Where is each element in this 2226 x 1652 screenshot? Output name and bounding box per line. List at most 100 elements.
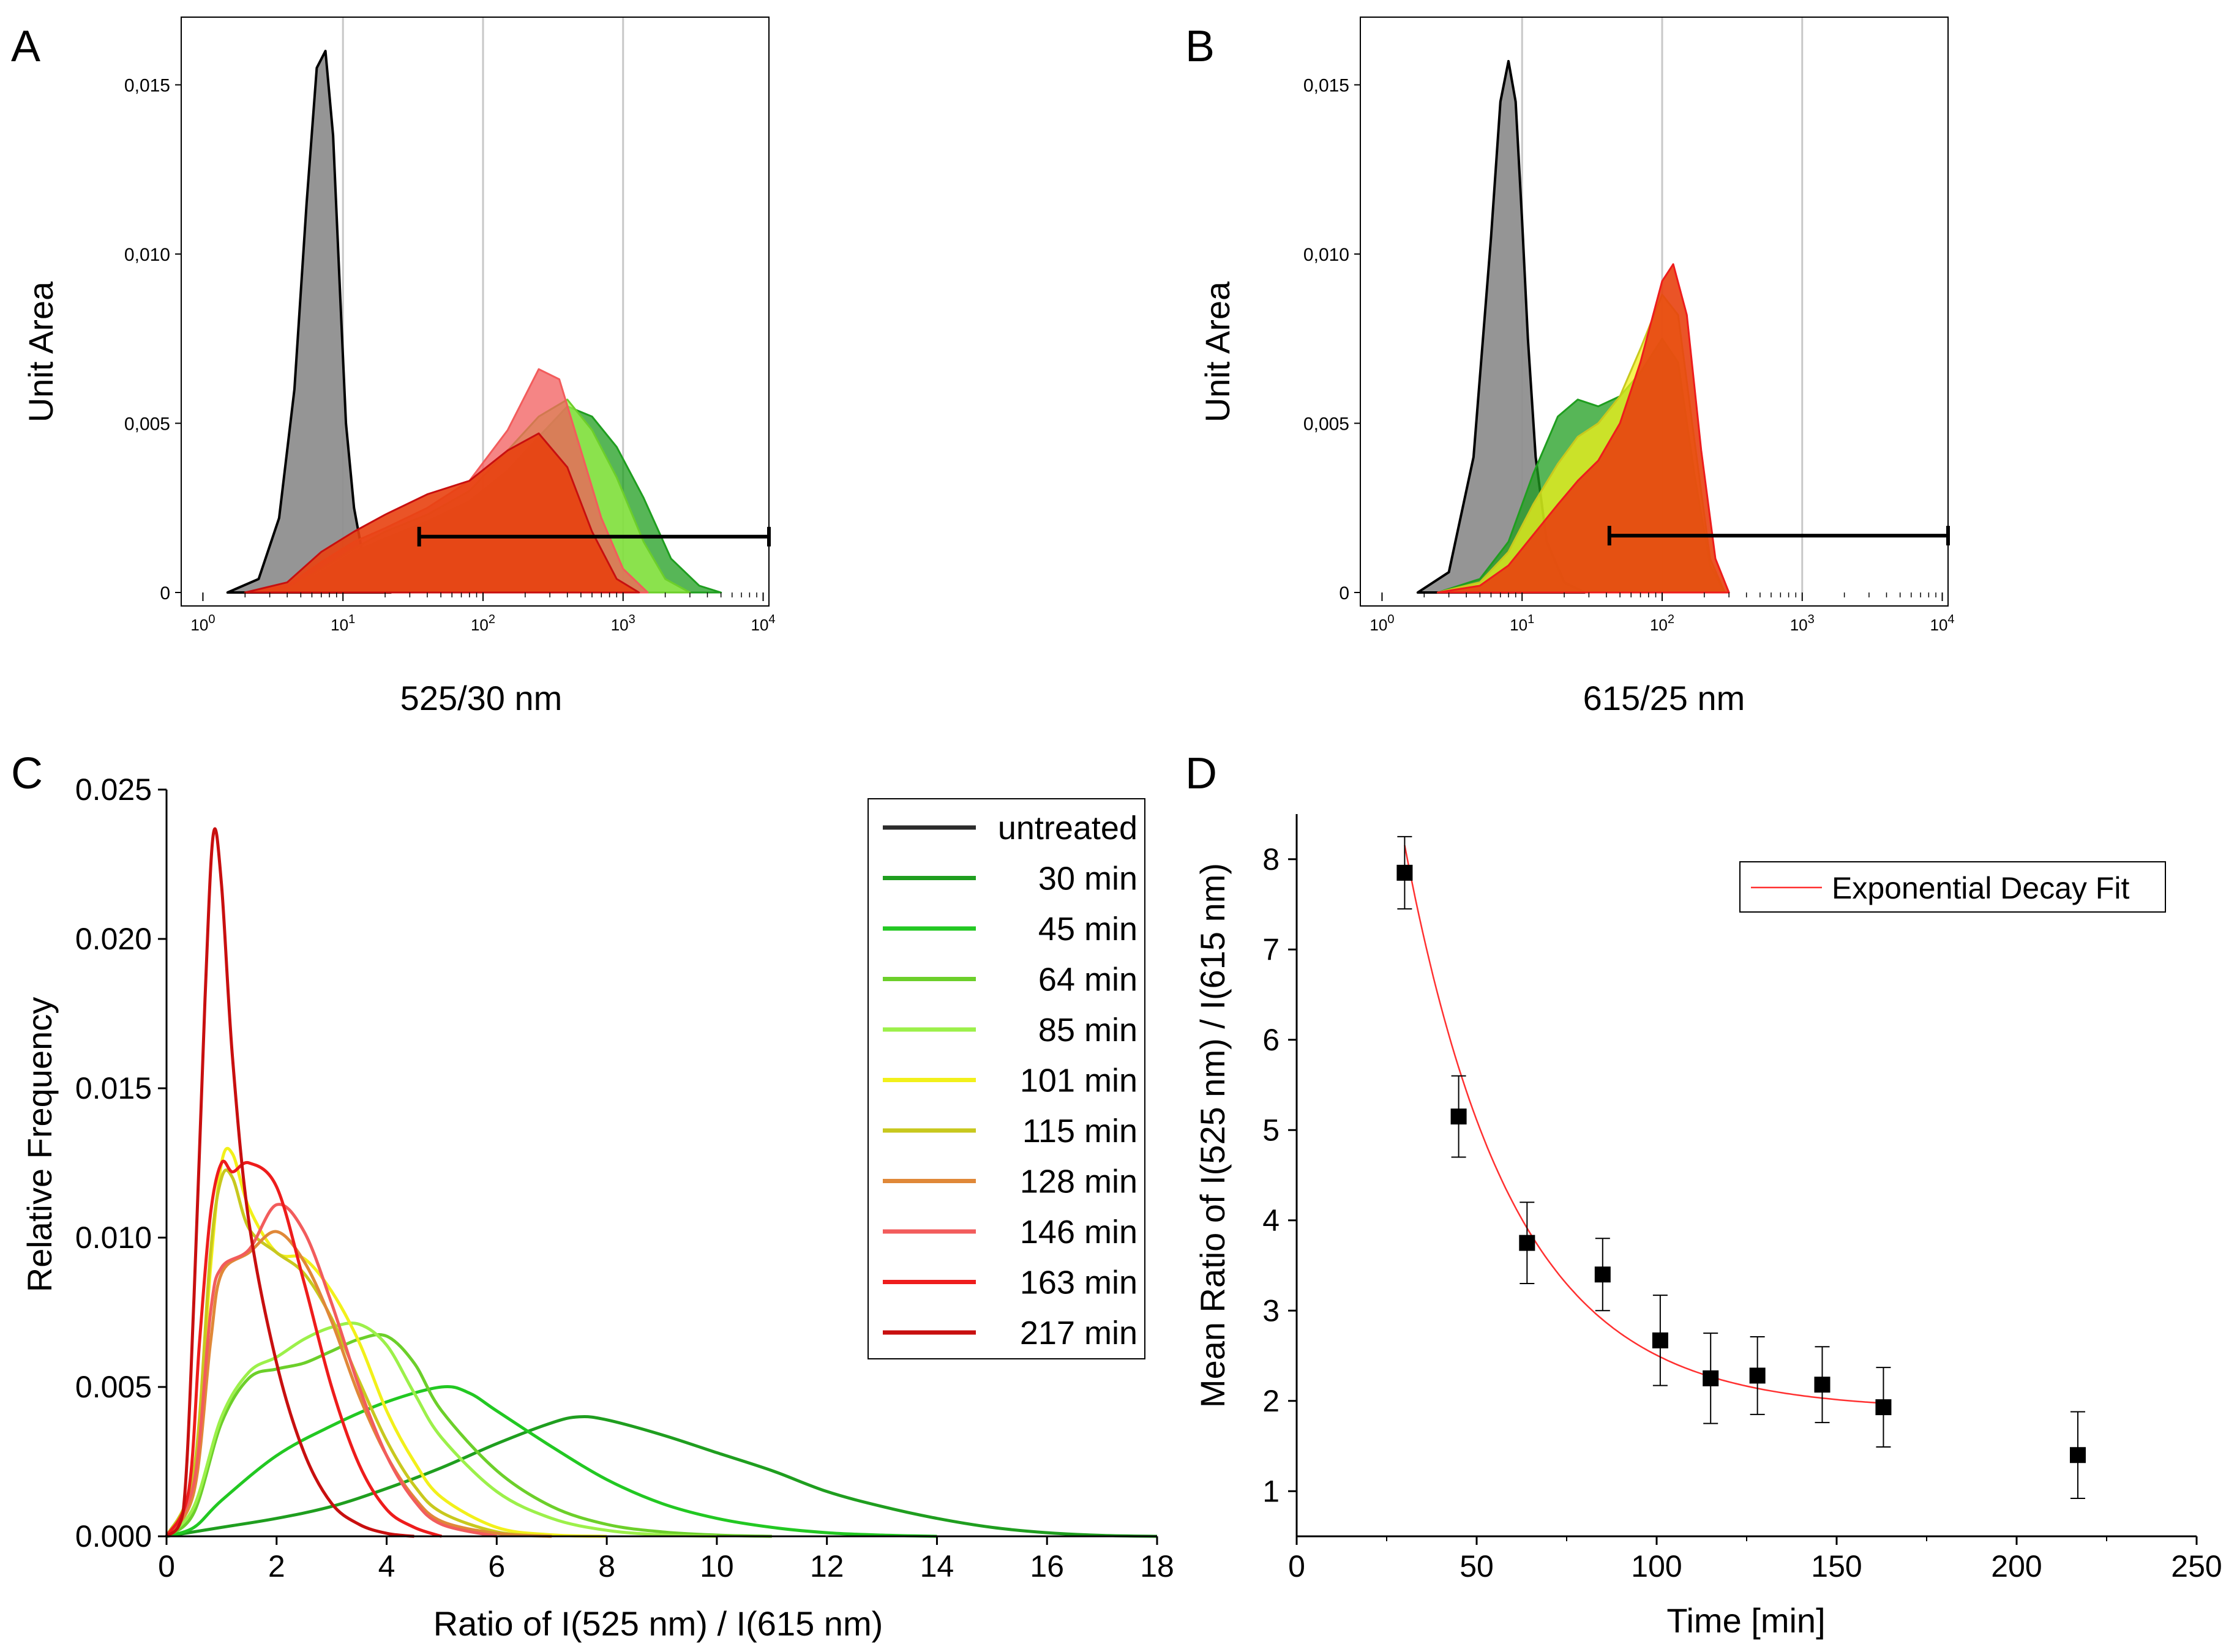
xtick-label: 104 [1930, 613, 1955, 634]
legend-label-101-min: 101 min [1020, 1063, 1137, 1099]
panel-c-line-217-min [165, 827, 414, 1538]
panel-c-line-45-min [166, 1385, 937, 1538]
ytick-label: 0,005 [1303, 414, 1349, 435]
panel-c-line-128-min [165, 1230, 552, 1538]
ytick-label: 0,010 [1303, 245, 1349, 265]
legend-label-30-min: 30 min [1038, 861, 1137, 897]
ytick-label: 0.020 [75, 922, 152, 956]
panel-b: B Unit Area 615/25 nm 0 0,005 0,010 0,015 1… [1185, 17, 1955, 717]
ytick-label: 1 [1262, 1474, 1280, 1508]
data-point [1703, 1370, 1719, 1386]
data-point [1749, 1367, 1766, 1384]
ytick-label: 0,010 [124, 245, 170, 265]
ytick-label: 0.000 [75, 1519, 152, 1553]
xtick-label: 103 [1790, 613, 1815, 634]
xtick-label: 50 [1460, 1549, 1494, 1583]
data-point [1594, 1266, 1611, 1283]
panel-b-xlabel: 615/25 nm [1583, 679, 1745, 717]
panel-c-line-163-min [165, 1159, 443, 1538]
panel-d-points [1396, 835, 2086, 1500]
panel-c-label: C [11, 749, 43, 798]
panel-c-series [165, 827, 1158, 1538]
panel-c-xlabel: Ratio of I(525 nm) / I(615 nm) [433, 1604, 883, 1643]
panel-c-line-101-min [165, 1147, 607, 1538]
panel-a-area-217-min [244, 432, 640, 594]
legend-label-128-min: 128 min [1020, 1164, 1137, 1200]
ytick-label: 0.010 [75, 1220, 152, 1255]
panel-a-yticks: 0 0,005 0,010 0,015 [124, 76, 181, 604]
panel-a-xlabel: 525/30 nm [400, 679, 563, 717]
data-point [1652, 1332, 1668, 1348]
xtick-label: 16 [1030, 1549, 1064, 1583]
xtick-label: 2 [268, 1549, 285, 1583]
ytick-label: 0.015 [75, 1071, 152, 1105]
panel-d-xlabel: Time [min] [1666, 1601, 1825, 1640]
xtick-label: 100 [1631, 1549, 1682, 1583]
xtick-label: 100 [1370, 613, 1394, 634]
legend-label-163-min: 163 min [1020, 1265, 1137, 1301]
panel-c-line-146-min [165, 1203, 497, 1538]
panel-b-frame [1360, 17, 1949, 607]
data-point [1450, 1108, 1467, 1125]
xtick-label: 102 [471, 613, 495, 634]
xtick-label: 8 [598, 1549, 615, 1583]
ytick-label: 3 [1262, 1293, 1280, 1328]
xtick-label: 250 [2171, 1549, 2222, 1583]
ytick-label: 0,005 [124, 414, 170, 435]
ytick-label: 6 [1262, 1023, 1280, 1057]
panel-a: A Unit Area 525/30 nm 0 0,005 0,010 0,015 1… [11, 17, 776, 717]
xtick-label: 100 [190, 613, 215, 634]
data-point [2069, 1447, 2086, 1463]
panel-a-series [226, 50, 722, 594]
xtick-label: 12 [810, 1549, 844, 1583]
panel-d-ylabel: Mean Ratio of I(525 nm) / I(615 nm) [1193, 863, 1232, 1408]
panel-c-line-64-min [165, 1332, 772, 1538]
legend-label-45-min: 45 min [1038, 911, 1137, 947]
xtick-label: 103 [611, 613, 635, 634]
xtick-label: 200 [1991, 1549, 2042, 1583]
ytick-label: 0.005 [75, 1370, 152, 1404]
data-point [1519, 1235, 1535, 1251]
panel-b-yticks: 0 0,005 0,010 0,015 [1303, 76, 1360, 604]
xtick-label: 101 [1510, 613, 1534, 634]
xtick-label: 0 [158, 1549, 175, 1583]
ytick-label: 4 [1262, 1203, 1280, 1238]
ytick-label: 0,015 [124, 76, 170, 96]
xtick-label: 0 [1288, 1549, 1305, 1583]
xtick-label: 104 [751, 613, 776, 634]
panel-c-line-85-min [165, 1321, 717, 1538]
panel-d-xticks: 0 50 100 150 200 250 [1288, 1536, 2222, 1583]
ytick-label: 0 [1339, 583, 1349, 604]
legend-label-217-min: 217 min [1020, 1315, 1137, 1351]
legend-label-115-min: 115 min [1022, 1113, 1137, 1149]
ytick-label: 0.025 [75, 772, 152, 807]
panel-b-area-163-min [1436, 263, 1730, 594]
panel-a-xticks: 100 101 102 103 104 [190, 592, 776, 634]
panel-c-xticks: 0 2 4 6 8 10 12 14 16 18 [158, 1536, 1174, 1583]
xtick-label: 150 [1811, 1549, 1862, 1583]
legend-label-64-min: 64 min [1038, 962, 1137, 998]
panel-c-line-115-min [165, 1168, 552, 1538]
ytick-label: 2 [1262, 1384, 1280, 1418]
xtick-label: 4 [378, 1549, 395, 1583]
legend-label-untreated: untreated [998, 810, 1137, 847]
panel-a-ylabel: Unit Area [21, 281, 60, 422]
panel-b-label: B [1185, 22, 1215, 71]
legend-label-146-min: 146 min [1020, 1214, 1137, 1250]
panel-d-legend: Exponential Decay Fit [1739, 861, 2166, 913]
xtick-label: 10 [700, 1549, 734, 1583]
ytick-label: 0 [160, 583, 170, 604]
data-point [1875, 1399, 1892, 1416]
xtick-label: 14 [920, 1549, 954, 1583]
panel-c-ylabel: Relative Frequency [20, 997, 59, 1292]
xtick-label: 18 [1140, 1549, 1174, 1583]
xtick-label: 6 [488, 1549, 505, 1583]
panel-a-area-untreated [226, 50, 392, 594]
xtick-label: 102 [1650, 613, 1674, 634]
panel-d-yticks: 1 2 3 4 5 6 7 8 [1262, 842, 1297, 1508]
panel-b-series [1416, 59, 1730, 594]
ytick-label: 8 [1262, 842, 1280, 876]
panel-a-frame [181, 17, 770, 607]
